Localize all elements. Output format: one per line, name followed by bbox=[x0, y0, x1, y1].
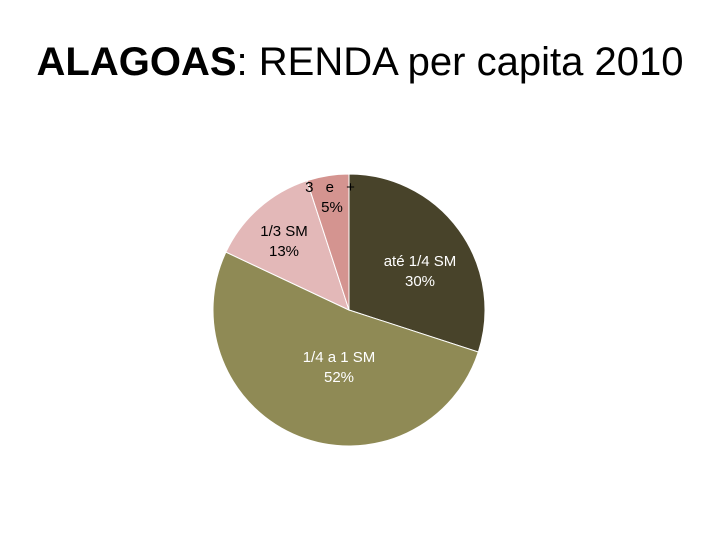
chart-title: ALAGOAS: RENDA per capita 2010 bbox=[0, 40, 720, 85]
slice-category-label: até 1/4 SM bbox=[384, 253, 457, 270]
slice-category-label: 3 e + bbox=[305, 179, 359, 196]
slice-value-label: 5% bbox=[321, 199, 343, 216]
slice-label-3: 1/3 SM 13% bbox=[260, 223, 308, 260]
slice-category-label: 1/4 a 1 SM bbox=[303, 349, 376, 366]
pie-slice-2 bbox=[212, 251, 479, 447]
pie-slice-3 bbox=[225, 180, 350, 311]
pie-slice-4 bbox=[306, 173, 350, 311]
slice-value-label: 30% bbox=[405, 273, 435, 290]
slice-category-label: 1/3 SM bbox=[260, 223, 308, 240]
title-bold: ALAGOAS bbox=[36, 40, 237, 84]
slice-label-4: 3 e + 5% bbox=[305, 179, 359, 216]
pie-labels: até 1/4 SM 30% 1/4 a 1 SM 52% 1/3 SM 13% 3 e +… bbox=[260, 179, 456, 386]
slice-label-2: 1/4 a 1 SM 52% bbox=[303, 349, 376, 386]
pie-slices bbox=[212, 173, 486, 447]
slice-value-label: 13% bbox=[269, 243, 299, 260]
pie-slice-1 bbox=[348, 173, 486, 353]
title-rest: : RENDA per capita 2010 bbox=[236, 40, 684, 84]
slice-value-label: 52% bbox=[324, 369, 354, 386]
slice-label-1: até 1/4 SM 30% bbox=[384, 253, 457, 290]
